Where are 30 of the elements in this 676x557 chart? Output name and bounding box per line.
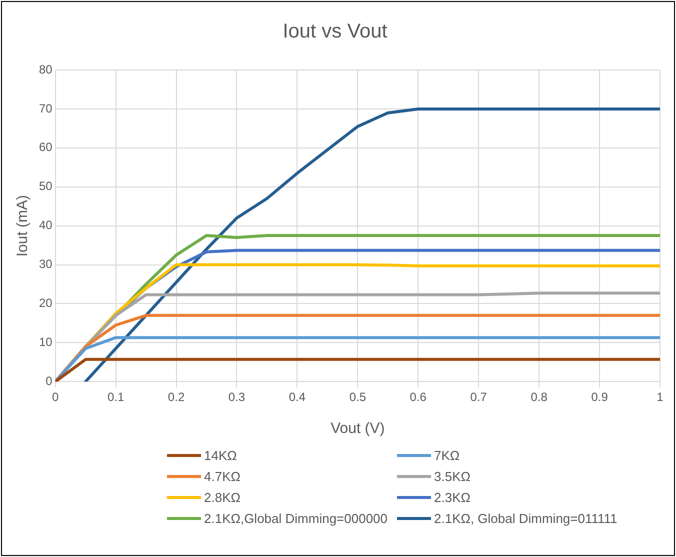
y-tick-label: 20 <box>38 296 53 310</box>
x-axis-title: Vout (V) <box>330 420 385 438</box>
legend-label: 4.7KΩ <box>204 469 240 484</box>
y-tick-label: 0 <box>46 374 53 388</box>
chart-title: Iout vs Vout <box>282 20 388 43</box>
y-tick-label: 30 <box>38 257 53 272</box>
y-tick-label: 80 <box>38 62 53 76</box>
x-tick-label: 0.4 <box>288 390 306 404</box>
y-tick-label: 10 <box>38 334 53 349</box>
x-tick-label: 0.6 <box>410 390 427 404</box>
x-tick-label: 0.9 <box>591 390 608 404</box>
x-tick-label: 0.1 <box>107 390 124 404</box>
legend-label: 7KΩ <box>434 448 460 463</box>
x-tick-label: 0.8 <box>530 390 548 404</box>
y-tick-label: 70 <box>38 101 53 116</box>
y-axis-title: Iout (mA) <box>14 194 32 257</box>
x-tick-label: 0.3 <box>228 390 246 404</box>
y-tick-label: 60 <box>38 140 53 154</box>
x-tick-label: 0.2 <box>168 390 185 404</box>
legend-label: 14KΩ <box>204 448 237 463</box>
legend-label: 3.5KΩ <box>434 469 470 484</box>
y-tick-label: 40 <box>38 218 53 232</box>
x-tick-label: 0.5 <box>349 390 366 404</box>
x-tick-label: 0.7 <box>470 390 488 404</box>
legend-label: 2.1KΩ, Global Dimming=011111 <box>434 511 618 526</box>
legend-label: 2.8KΩ <box>204 490 240 505</box>
legend-label: 2.1KΩ,Global Dimming=000000 <box>204 511 388 526</box>
x-tick-label: 1 <box>656 390 664 404</box>
legend-label: 2.3KΩ <box>434 490 470 505</box>
y-tick-label: 50 <box>38 179 53 194</box>
